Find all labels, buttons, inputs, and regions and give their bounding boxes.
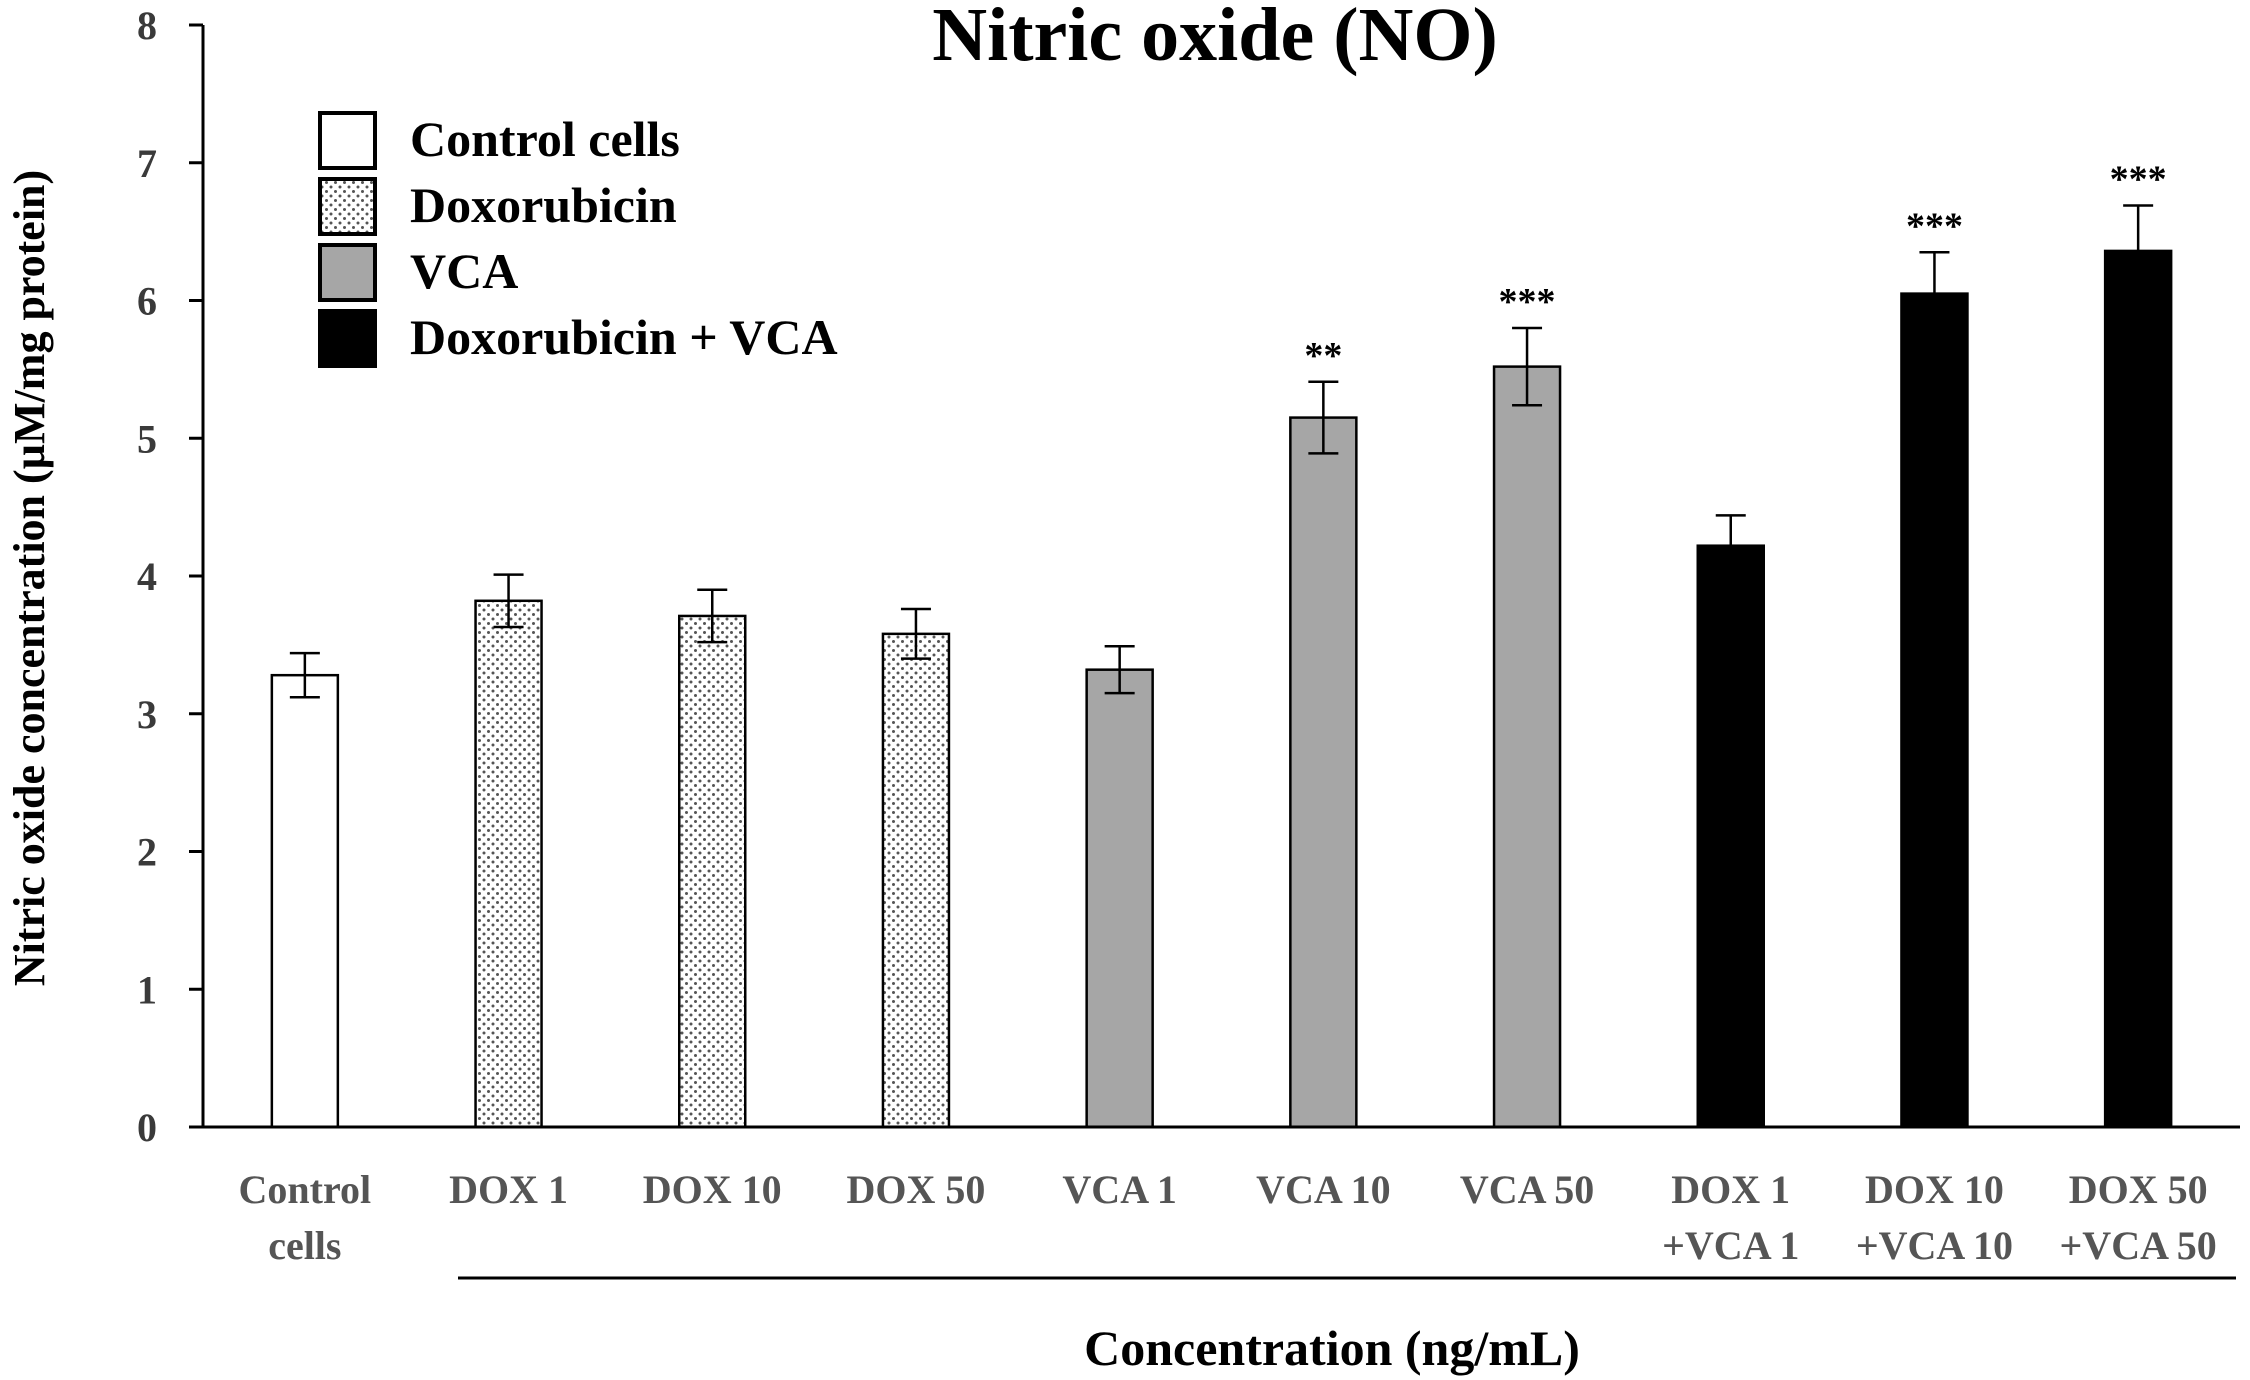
bars: *********** (270, 158, 2173, 1129)
significance-label: *** (2110, 158, 2167, 200)
significance-label: *** (1906, 205, 1963, 247)
legend-swatch (318, 309, 377, 368)
y-tick-label: 2 (137, 830, 157, 875)
x-tick-label: Control (239, 1167, 372, 1212)
bar (881, 632, 951, 1129)
x-tick-label: VCA 10 (1256, 1167, 1390, 1212)
x-tick-label: cells (268, 1223, 341, 1268)
legend-label: Doxorubicin (410, 177, 677, 233)
x-tick-label: +VCA 1 (1662, 1223, 1799, 1268)
bar (1085, 668, 1154, 1129)
x-axis-label: Concentration (ng/mL) (1084, 1320, 1580, 1376)
legend-swatch (318, 243, 377, 302)
x-tick-label: DOX 10 (643, 1167, 782, 1212)
x-tick-label: +VCA 50 (2060, 1223, 2217, 1268)
x-tick-label: DOX 10 (1865, 1167, 2004, 1212)
y-tick-label: 7 (137, 141, 157, 186)
y-tick-label: 5 (137, 416, 157, 461)
y-axis: 0 1 2 3 4 5 6 7 8 (137, 3, 205, 1150)
bar (1289, 416, 1358, 1129)
y-tick-label: 1 (137, 967, 157, 1012)
legend: Control cells Doxorubicin VCA Doxorubicin +… (318, 111, 838, 368)
bar (270, 673, 340, 1129)
x-tick-label: DOX 1 (1671, 1167, 1790, 1212)
y-tick-label: 0 (137, 1105, 157, 1150)
legend-swatch (318, 177, 377, 236)
bar (678, 614, 747, 1129)
y-tick-label: 8 (137, 3, 157, 48)
bar (474, 599, 543, 1129)
chart-title: Nitric oxide (NO) (932, 0, 1498, 77)
bar (1696, 544, 1765, 1129)
x-tick-label: DOX 1 (449, 1167, 568, 1212)
bar (2103, 249, 2173, 1129)
y-tick-label: 3 (137, 692, 157, 737)
legend-label: Control cells (410, 111, 680, 167)
x-axis: Control cells DOX 1 DOX 10 DOX 50 VCA 1 VCA 10… (203, 1125, 2240, 1268)
x-tick-label: DOX 50 (847, 1167, 986, 1212)
x-tick-label: VCA 50 (1460, 1167, 1594, 1212)
legend-swatch (318, 111, 377, 170)
significance-label: *** (1499, 281, 1556, 323)
bar (1900, 292, 1969, 1129)
y-tick-label: 6 (137, 279, 157, 324)
legend-label: VCA (410, 243, 518, 299)
x-tick-label: DOX 50 (2069, 1167, 2208, 1212)
significance-label: ** (1304, 335, 1342, 377)
x-tick-label: VCA 1 (1062, 1167, 1176, 1212)
legend-label: Doxorubicin + VCA (410, 309, 838, 365)
y-tick-label: 4 (137, 554, 157, 599)
bar (1492, 365, 1562, 1129)
y-axis-label: Nitric oxide concentration (µM/mg protei… (5, 170, 54, 986)
x-tick-label: +VCA 10 (1856, 1223, 2013, 1268)
